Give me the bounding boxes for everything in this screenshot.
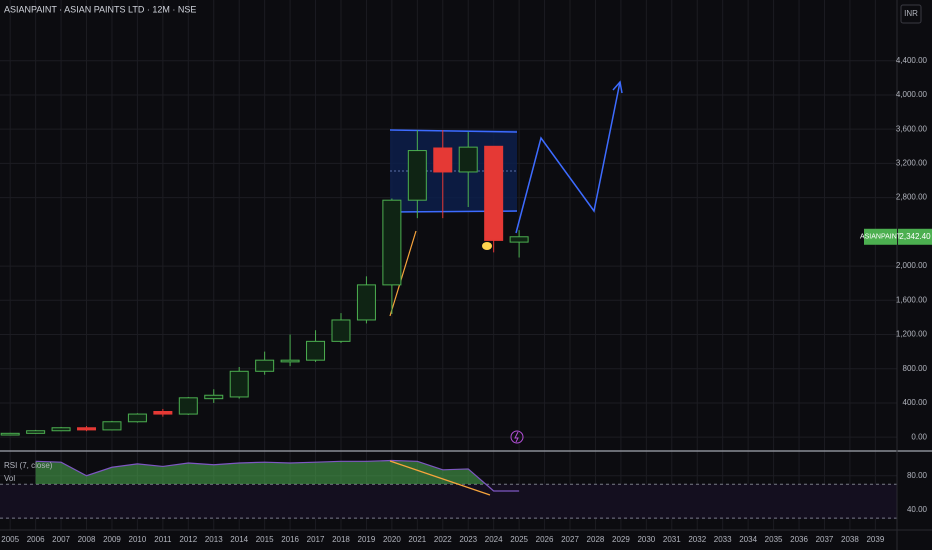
candle-body xyxy=(0,432,20,436)
rsi-tick-label: 80.00 xyxy=(907,471,928,480)
rsi-tick-label: 40.00 xyxy=(907,505,928,514)
x-tick-label: 2025 xyxy=(510,535,528,544)
candle-body xyxy=(255,359,275,372)
candles xyxy=(0,130,529,436)
y-tick-label: 1,200.00 xyxy=(896,330,928,339)
symbol-box xyxy=(864,228,897,245)
x-tick-label: 2018 xyxy=(332,535,350,544)
candle-body xyxy=(178,397,198,415)
x-tick-label: 2016 xyxy=(281,535,299,544)
candle-body xyxy=(382,199,402,286)
x-tick-label: 2020 xyxy=(383,535,401,544)
candle-body xyxy=(153,411,173,415)
rsi-band xyxy=(0,484,897,519)
rsi-fill xyxy=(35,460,486,484)
x-tick-label: 2035 xyxy=(765,535,783,544)
candle-body xyxy=(433,147,453,173)
y-tick-label: 2,800.00 xyxy=(896,193,928,202)
candle-body xyxy=(509,236,529,243)
currency-box[interactable] xyxy=(900,4,922,24)
currency: INR xyxy=(904,9,918,18)
candle-body xyxy=(280,359,300,363)
x-tick-label: 2009 xyxy=(103,535,121,544)
y-tick-label: 0.00 xyxy=(911,432,927,441)
x-tick-label: 2007 xyxy=(52,535,70,544)
candle-body xyxy=(51,427,71,432)
x-tick-label: 2039 xyxy=(866,535,884,544)
candle-body xyxy=(306,340,326,361)
x-tick-label: 2034 xyxy=(739,535,757,544)
y-tick-label: 4,400.00 xyxy=(896,56,928,65)
x-tick-label: 2023 xyxy=(459,535,477,544)
projection-path xyxy=(515,81,621,234)
y-tick-label: 800.00 xyxy=(903,364,928,373)
candle-body xyxy=(26,430,46,434)
y-tick-label: 400.00 xyxy=(903,398,928,407)
last-price-label: 2,342.40 xyxy=(899,232,931,241)
candle-body xyxy=(484,145,504,241)
event-icon[interactable] xyxy=(510,430,524,444)
candle-body xyxy=(356,284,376,321)
x-tick-label: 2008 xyxy=(78,535,96,544)
rsi-line xyxy=(35,459,520,492)
rsi xyxy=(0,459,897,519)
x-tick-label: 2021 xyxy=(408,535,426,544)
candle-body xyxy=(102,421,122,431)
candle-body xyxy=(127,413,147,423)
candle-body xyxy=(458,146,478,173)
x-tick-label: 2017 xyxy=(307,535,325,544)
x-tick-label: 2005 xyxy=(1,535,19,544)
rsi-trend-line xyxy=(389,460,491,496)
x-tick-label: 2038 xyxy=(841,535,859,544)
x-tick-label: 2006 xyxy=(27,535,45,544)
event-bolt xyxy=(514,431,519,443)
candle-body xyxy=(204,394,224,400)
y-tick-label: 2,000.00 xyxy=(896,261,928,270)
x-tick-label: 2032 xyxy=(688,535,706,544)
marker xyxy=(482,242,492,250)
x-tick-label: 2031 xyxy=(663,535,681,544)
x-tick-label: 2024 xyxy=(485,535,503,544)
x-tick-label: 2033 xyxy=(714,535,732,544)
arrow-head xyxy=(612,80,623,94)
x-tick-label: 2019 xyxy=(358,535,376,544)
rsi-title: RSI (7, close) xyxy=(4,461,53,470)
x-tick-label: 2026 xyxy=(536,535,554,544)
candle-body xyxy=(229,370,249,398)
trend-line xyxy=(389,230,417,317)
y-tick-label: 3,600.00 xyxy=(896,124,928,133)
x-tick-label: 2036 xyxy=(790,535,808,544)
candle-body xyxy=(407,150,427,201)
x-tick-label: 2014 xyxy=(230,535,248,544)
candle-body xyxy=(77,427,97,431)
volume-label: Vol xyxy=(4,474,15,483)
x-tick-label: 2030 xyxy=(637,535,655,544)
x-tick-label: 2015 xyxy=(256,535,274,544)
range-top xyxy=(389,129,518,133)
y-tick-label: 3,200.00 xyxy=(896,159,928,168)
x-tick-label: 2029 xyxy=(612,535,630,544)
symbol-label: ASIANPAINT xyxy=(860,234,902,241)
y-tick-label: 4,000.00 xyxy=(896,90,928,99)
x-tick-label: 2027 xyxy=(561,535,579,544)
chart-title: ASIANPAINT · ASIAN PAINTS LTD · 12M · NS… xyxy=(4,4,196,14)
x-tick-label: 2013 xyxy=(205,535,223,544)
candle-body xyxy=(331,319,351,342)
x-tick-label: 2010 xyxy=(129,535,147,544)
x-tick-label: 2022 xyxy=(434,535,452,544)
last-price-box xyxy=(898,228,932,245)
y-tick-label: 1,600.00 xyxy=(896,295,928,304)
x-tick-label: 2012 xyxy=(179,535,197,544)
x-tick-label: 2028 xyxy=(587,535,605,544)
x-tick-label: 2011 xyxy=(154,535,172,544)
x-tick-label: 2037 xyxy=(816,535,834,544)
